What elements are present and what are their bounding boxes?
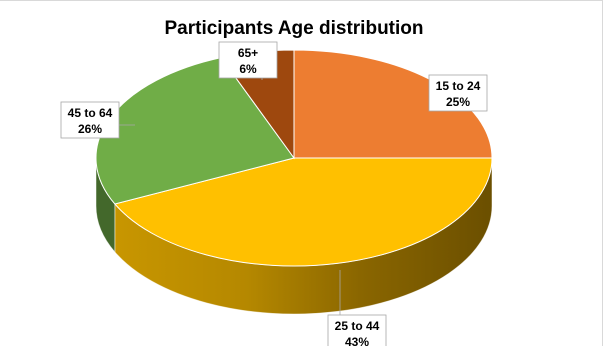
label-value: 25% xyxy=(446,95,470,109)
label-box xyxy=(327,314,387,351)
label-category: 15 to 24 xyxy=(436,79,481,93)
label-box xyxy=(428,74,488,112)
chart-top-border xyxy=(0,0,603,1)
label-box xyxy=(60,101,120,139)
label-value: 43% xyxy=(345,335,369,346)
slice-25-to-44 xyxy=(113,157,493,267)
data-label-15-to-24: 15 to 24 25% xyxy=(428,74,488,112)
label-category: 65+ xyxy=(238,46,258,60)
label-category: 45 to 64 xyxy=(68,106,113,120)
label-value: 6% xyxy=(239,62,257,76)
data-label-45-to-64: 45 to 64 26% xyxy=(60,101,135,139)
label-box xyxy=(218,41,278,79)
label-category: 25 to 44 xyxy=(335,319,380,333)
chart-title: Participants Age distribution xyxy=(165,18,424,39)
data-label-65: 65+6% xyxy=(218,41,278,80)
label-value: 26% xyxy=(78,122,102,136)
